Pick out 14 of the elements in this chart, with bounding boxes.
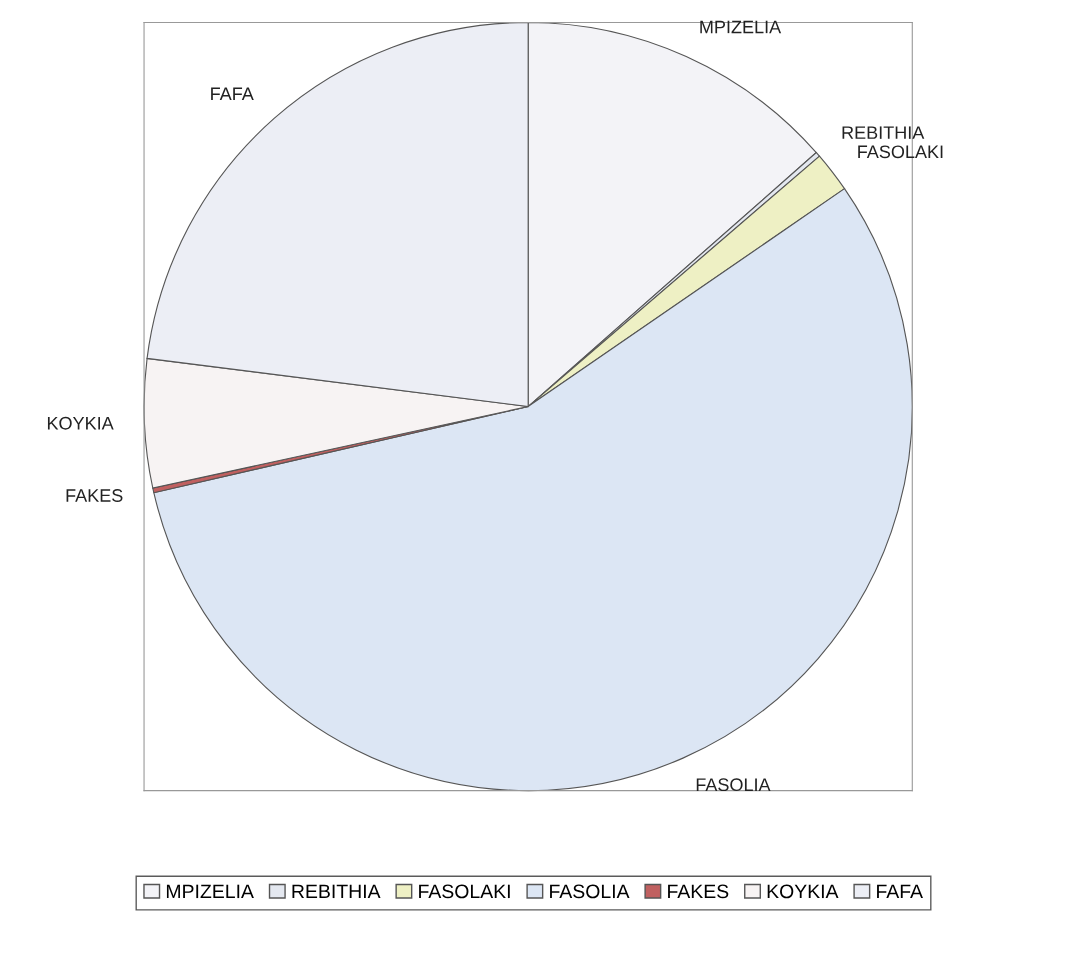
legend-label: MPIZELIA — [166, 884, 254, 899]
legend-label: KOYKIA — [767, 884, 839, 899]
legend-label: FASOLAKI — [419, 884, 510, 899]
slice-label: MPIZELIA — [700, 20, 782, 34]
slice-label: FAFA — [211, 87, 254, 101]
legend-label: REBITHIA — [292, 884, 381, 899]
slice-label: FAKES — [66, 489, 123, 502]
slice-label: FASOLAKI — [858, 145, 943, 159]
legend-label: FASOLIA — [550, 884, 630, 899]
legend-label: FAKES — [668, 884, 729, 899]
slice-label: KOYKIA — [47, 416, 114, 430]
legend-label: FAFA — [877, 884, 923, 899]
slice-label: FASOLIA — [696, 778, 771, 792]
slice-label: REBITHIA — [842, 126, 925, 139]
